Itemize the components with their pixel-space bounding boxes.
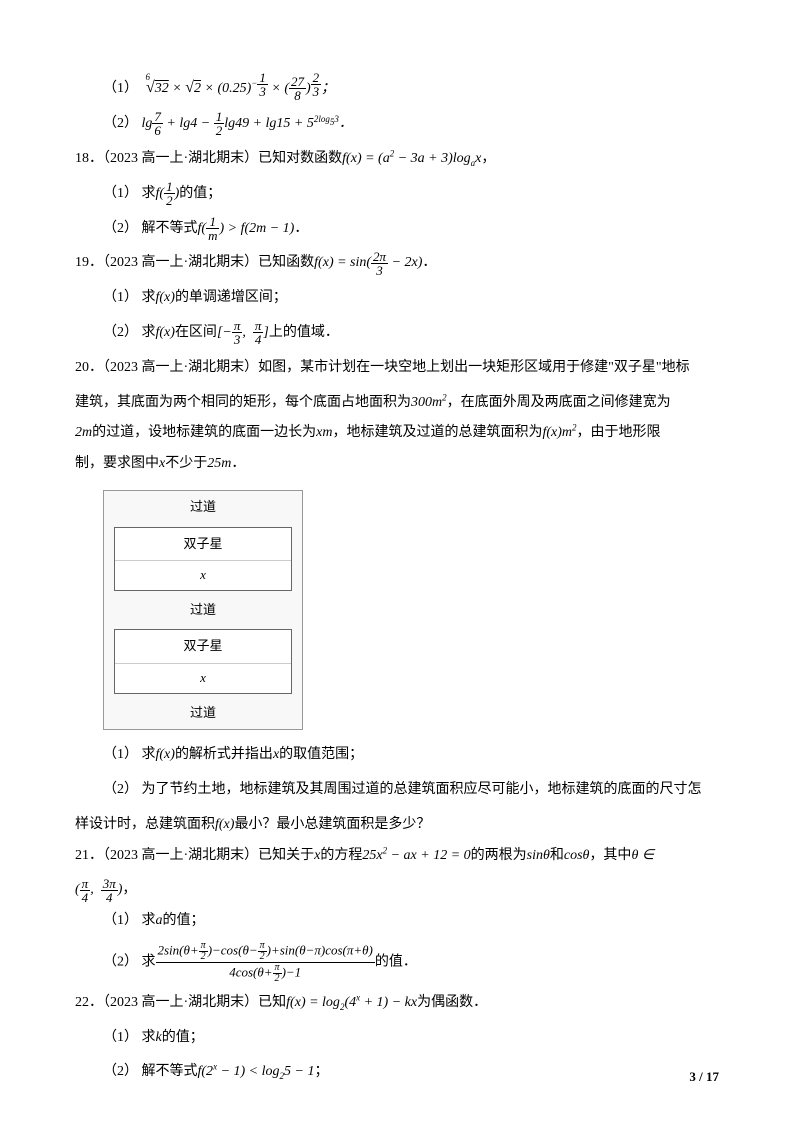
q22-part2-num: （2） <box>103 1064 138 1079</box>
q17-part1-expr: 6√32 × √2 × (0.25)−13 × (278)23； <box>142 81 336 96</box>
q21-stem2: (π4, 3π4)， <box>75 875 719 906</box>
q22-source: （2023 高一上·湖北期末） <box>103 995 258 1010</box>
q22-part2-text: 解不等式f(2x − 1) < log25 − 1； <box>142 1064 329 1079</box>
q22-part1: （1） 求k的值； <box>75 1023 719 1054</box>
q17-part2-num: （2） <box>103 116 138 131</box>
q19-part2-num: （2） <box>103 325 138 340</box>
q21-num: 21． <box>75 848 103 863</box>
q18-part2: （2） 解不等式f(1m) > f(2m − 1)． <box>75 214 719 245</box>
q18-part1-num: （1） <box>103 186 138 201</box>
q21-part1-text: 求a的值； <box>142 913 205 928</box>
q20-part2-line1: （2） 为了节约土地，地标建筑及其周围过道的总建筑面积应尽可能小，地标建筑的底面… <box>75 775 719 806</box>
q20-part1: （1） 求f(x)的解析式并指出x的取值范围； <box>75 740 719 771</box>
q18-num: 18． <box>75 151 103 166</box>
q18-source: （2023 高一上·湖北期末） <box>103 151 258 166</box>
q22-num: 22． <box>75 995 103 1010</box>
q19-part1: （1） 求f(x)的单调递增区间； <box>75 283 719 314</box>
q17-part1: （1） 6√32 × √2 × (0.25)−13 × (278)23； <box>75 70 719 105</box>
q20-part1-text: 求f(x)的解析式并指出x的取值范围； <box>142 747 364 762</box>
diagram-pass-1: 过道 <box>104 491 302 524</box>
q19-num: 19． <box>75 255 103 270</box>
q20-stem4: 制，要求图中x不少于25m． <box>75 449 719 480</box>
q17-part2: （2） lg76 + lg4 − 12lg49 + lg15 + 52log53… <box>75 109 719 140</box>
q17-part1-num: （1） <box>103 81 138 96</box>
q20-part2-text1: 为了节约土地，地标建筑及其周围过道的总建筑面积应尽可能小，地标建筑的底面的尺寸怎 <box>142 782 702 797</box>
q19: 19．（2023 高一上·湖北期末）已知函数f(x) = sin(2π3 − 2… <box>75 248 719 279</box>
q20-source: （2023 高一上·湖北期末） <box>103 360 258 375</box>
q19-stem: 已知函数f(x) = sin(2π3 − 2x)． <box>258 255 436 270</box>
page-footer: 3 / 17 <box>689 1069 719 1085</box>
q21-part2: （2） 求2sin(θ+π2)−cos(θ−π2)+sin(θ−π)cos(π+… <box>75 941 719 984</box>
q21-source: （2023 高一上·湖北期末） <box>103 848 258 863</box>
q20-num: 20． <box>75 360 103 375</box>
q18-stem: 已知对数函数f(x) = (a2 − 3a + 3)logax， <box>258 151 495 166</box>
diagram-pass-3: 过道 <box>104 697 302 730</box>
q18-part1-text: 求f(12)的值； <box>142 186 222 201</box>
q21-part2-text: 求2sin(θ+π2)−cos(θ−π2)+sin(θ−π)cos(π+θ)4c… <box>142 955 417 970</box>
q19-part2: （2） 求f(x)在区间[−π3, π4]上的值域． <box>75 318 719 349</box>
q20-part2-num: （2） <box>103 782 138 797</box>
q20: 20．（2023 高一上·湖北期末）如图，某市计划在一块空地上划出一块矩形区域用… <box>75 353 719 384</box>
q20-stem3: 2m的过道，设地标建筑的底面一边长为xm，地标建筑及过道的总建筑面积为f(x)m… <box>75 418 719 449</box>
document-content: （1） 6√32 × √2 × (0.25)−13 × (278)23； （2）… <box>75 70 719 1088</box>
q22-part1-num: （1） <box>103 1030 138 1045</box>
diagram-star-1: 双子星 <box>115 528 291 562</box>
q20-stem1: 如图，某市计划在一块空地上划出一块矩形区域用于修建"双子星"地标 <box>258 360 689 375</box>
q22-part1-text: 求k的值； <box>142 1030 204 1045</box>
q19-part1-text: 求f(x)的单调递增区间； <box>142 290 287 305</box>
q21-part2-num: （2） <box>103 955 138 970</box>
page-current: 3 <box>689 1069 696 1084</box>
page-sep: / <box>699 1069 706 1084</box>
diagram-pass-2: 过道 <box>104 594 302 627</box>
q20-diagram: 过道 双子星 x 过道 双子星 x 过道 <box>103 490 719 730</box>
q20-part2-line2: 样设计时，总建筑面积f(x)最小？最小总建筑面积是多少？ <box>75 810 719 841</box>
diagram-x-2: x <box>115 664 291 693</box>
page-total: 17 <box>706 1069 719 1084</box>
q21-stem1: 已知关于x的方程25x2 − ax + 12 = 0的两根为sinθ和cosθ，… <box>258 848 654 863</box>
q20-stem2: 建筑，其底面为两个相同的矩形，每个底面占地面积为300m2，在底面外周及两底面之… <box>75 388 719 419</box>
q19-part1-num: （1） <box>103 290 138 305</box>
q18-part1: （1） 求f(12)的值； <box>75 179 719 210</box>
q22-part2: （2） 解不等式f(2x − 1) < log25 − 1； <box>75 1057 719 1088</box>
q21: 21．（2023 高一上·湖北期末）已知关于x的方程25x2 − ax + 12… <box>75 841 719 872</box>
diagram-box-1: 双子星 x <box>114 527 292 591</box>
q21-part1-num: （1） <box>103 913 138 928</box>
diagram-box-2: 双子星 x <box>114 629 292 693</box>
q18: 18．（2023 高一上·湖北期末）已知对数函数f(x) = (a2 − 3a … <box>75 144 719 175</box>
q19-part2-text: 求f(x)在区间[−π3, π4]上的值域． <box>142 325 339 340</box>
q18-part2-num: （2） <box>103 221 138 236</box>
q18-part2-text: 解不等式f(1m) > f(2m − 1)． <box>142 221 309 236</box>
q22: 22．（2023 高一上·湖北期末）已知f(x) = log2(4x + 1) … <box>75 988 719 1019</box>
q20-part1-num: （1） <box>103 747 138 762</box>
q21-part1: （1） 求a的值； <box>75 906 719 937</box>
diagram-star-2: 双子星 <box>115 630 291 664</box>
q19-source: （2023 高一上·湖北期末） <box>103 255 258 270</box>
diagram-x-1: x <box>115 561 291 590</box>
q22-stem: 已知f(x) = log2(4x + 1) − kx为偶函数． <box>258 995 487 1010</box>
q17-part2-expr: lg76 + lg4 − 12lg49 + lg15 + 52log53． <box>142 116 353 131</box>
